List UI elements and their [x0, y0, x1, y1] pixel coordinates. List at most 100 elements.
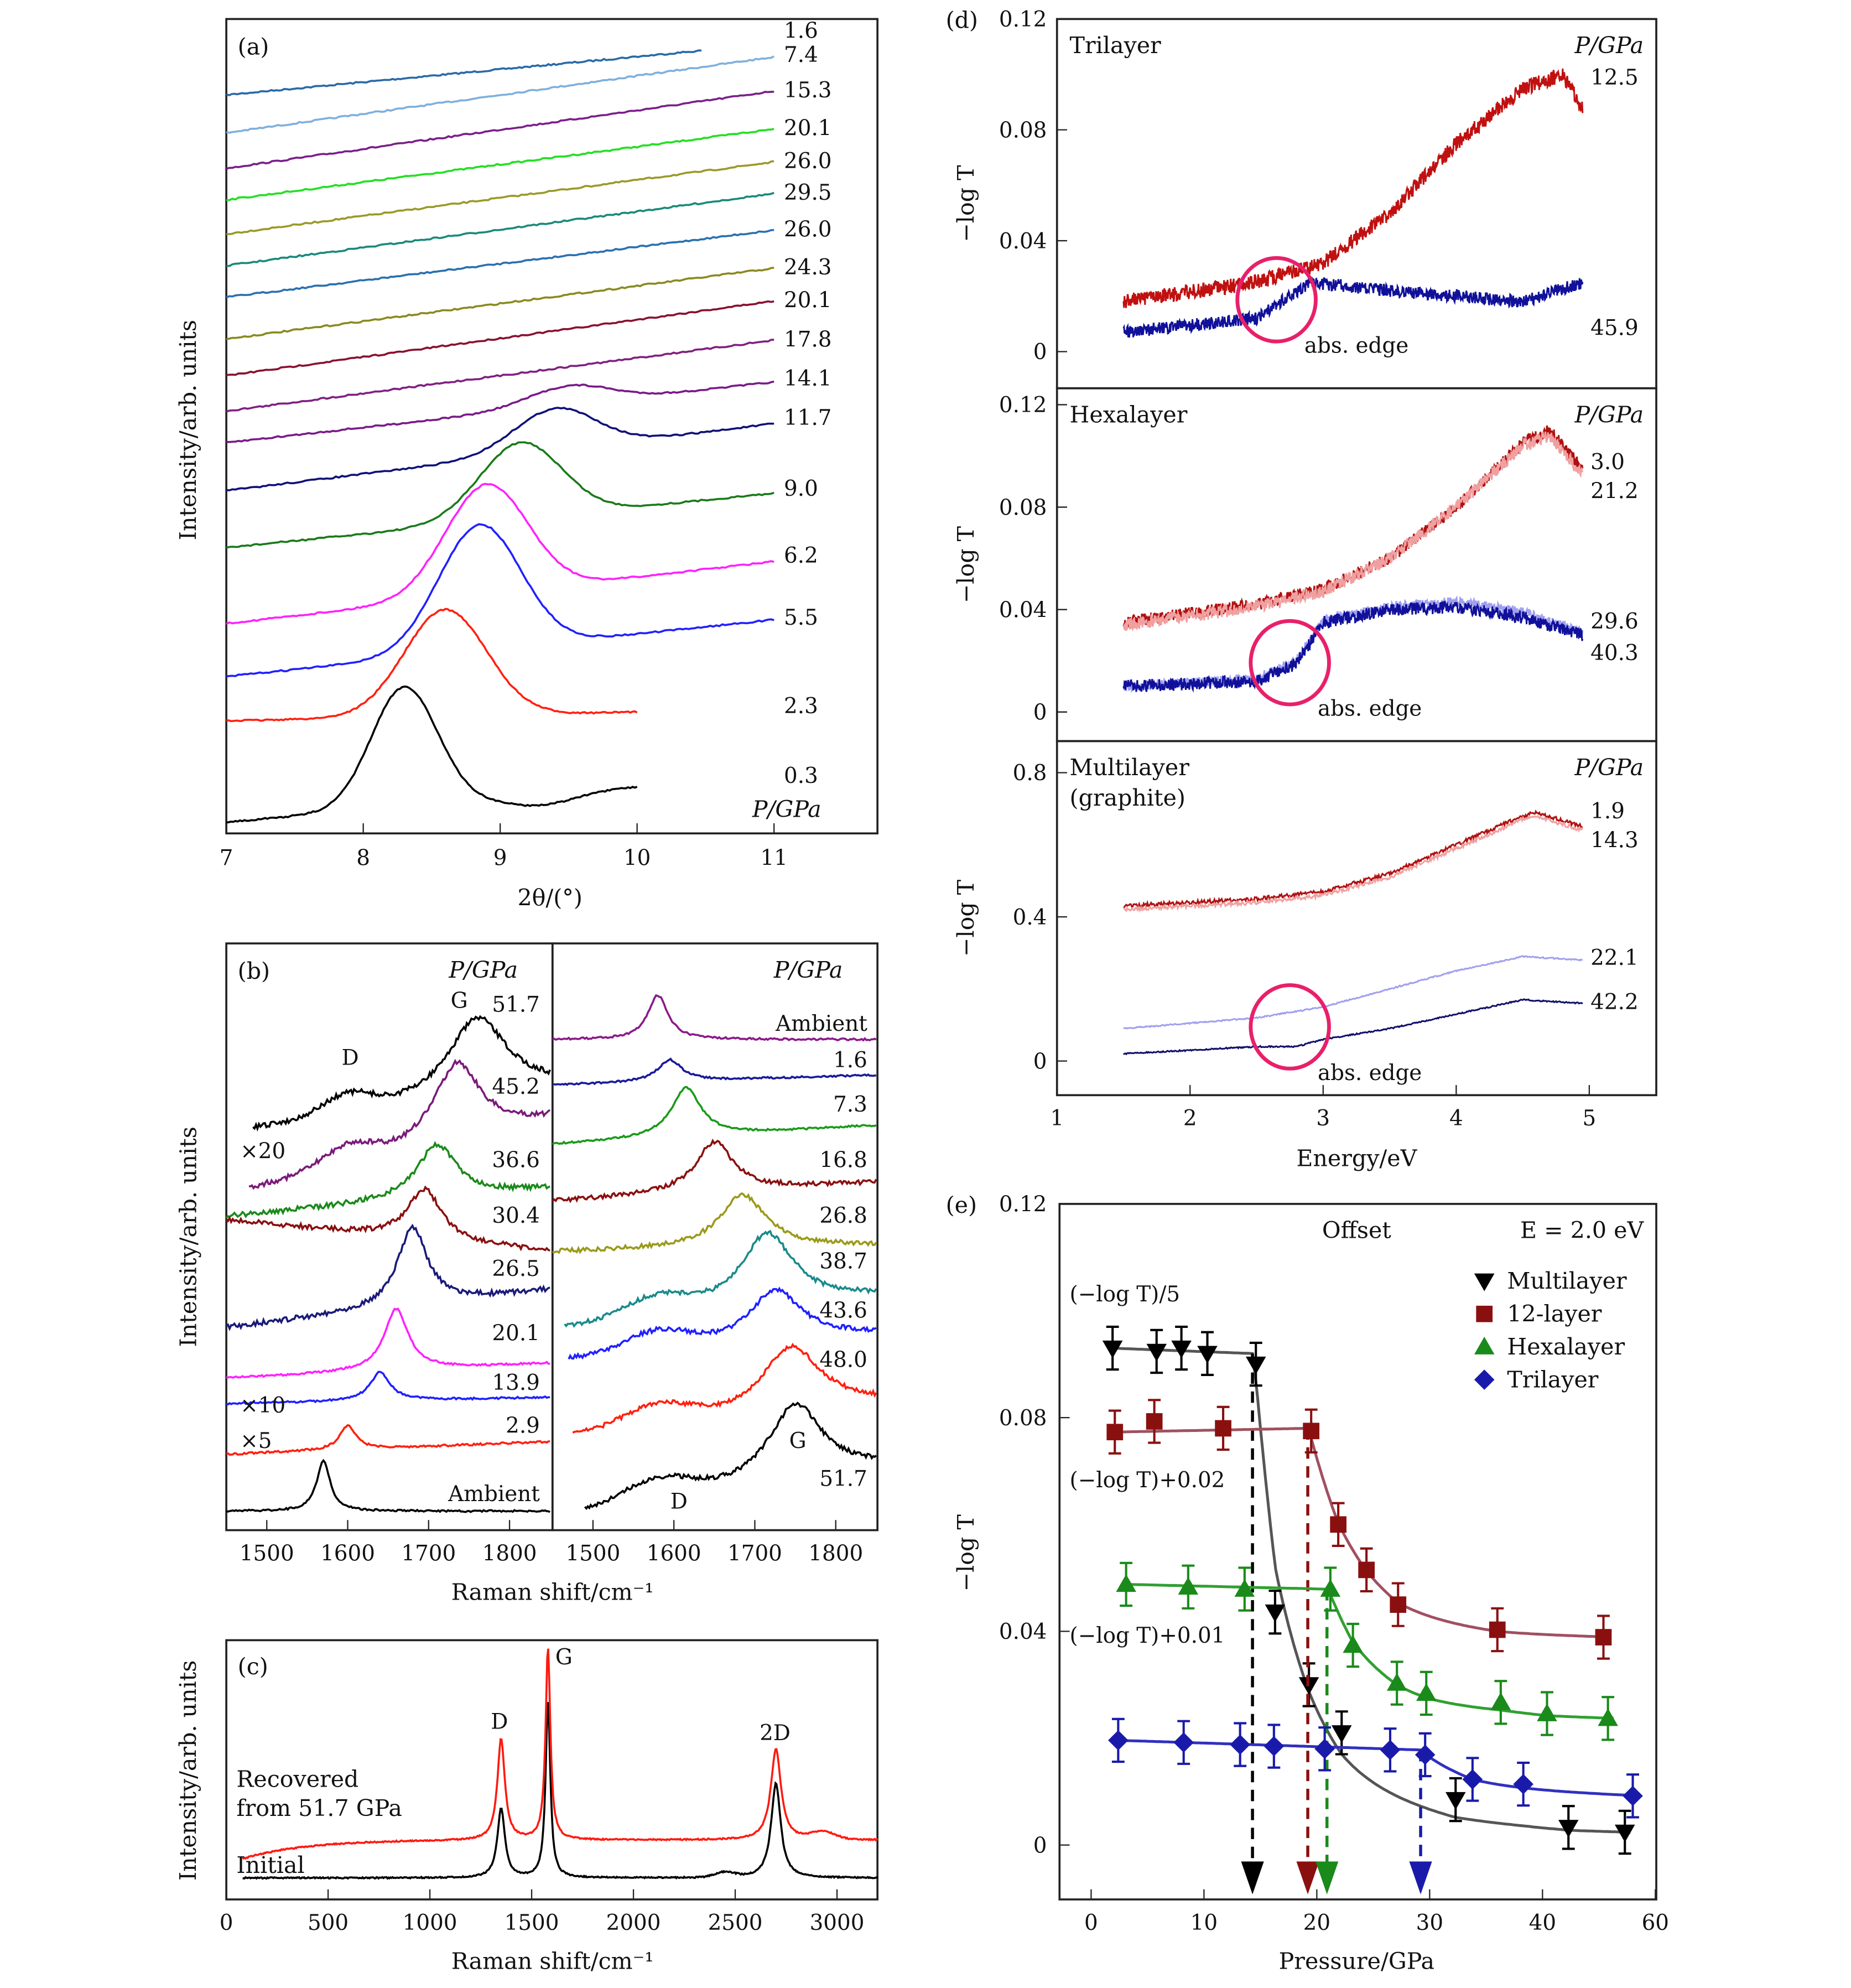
data-point-Trilayer [1108, 1730, 1129, 1751]
pressure-label: 16.8 [819, 1148, 867, 1173]
pressure-label: 15.3 [784, 78, 832, 103]
xrd-curve-26.0 [226, 229, 774, 299]
x-tick-label: 2000 [606, 1911, 661, 1935]
xrd-curve-20.1 [226, 128, 774, 201]
scale-x10-label: ×10 [240, 1393, 285, 1418]
data-point-Hexalayer [1598, 1708, 1618, 1726]
data-point-Hexalayer [1178, 1576, 1199, 1595]
y-tick-label: 0.04 [999, 1620, 1047, 1644]
data-point-Trilayer [1462, 1769, 1483, 1790]
legend-label-Multilayer: Multilayer [1507, 1268, 1627, 1294]
data-point-Trilayer [1380, 1740, 1401, 1761]
raman-curve-right-26.8 [552, 1192, 877, 1254]
data-point-Multilayer [1445, 1792, 1466, 1810]
xrd-curve-20.1 [226, 300, 774, 376]
raman-curve-right-7.3 [552, 1086, 877, 1145]
pressure-label: 17.8 [784, 327, 832, 352]
raman-curve-right-38.7 [564, 1229, 877, 1328]
pressure-label: 36.6 [492, 1148, 540, 1173]
pressure-label: 29.6 [1590, 609, 1638, 634]
x-tick-label: 3000 [810, 1911, 865, 1935]
legend-title-right: P/GPa [773, 957, 843, 983]
pressure-label: 7.4 [784, 43, 818, 68]
x-tick-label: 11 [760, 845, 787, 870]
panel-a: (a) 7 8 9 10 11 2θ/(°) Intensity/arb. units 1.67… [175, 18, 878, 911]
y-axis-label: −log T [953, 526, 979, 603]
x-tick-label: 4 [1449, 1106, 1463, 1131]
x-tick-label: 40 [1529, 1911, 1556, 1935]
peak-label-D: D [491, 1709, 508, 1734]
raman-curve-left-20.1 [226, 1307, 550, 1379]
pressure-label: 40.3 [1590, 641, 1638, 666]
subplot-title: (graphite) [1070, 785, 1186, 811]
legend-marker-Trilayer [1474, 1369, 1495, 1390]
data-point-Trilayer [1513, 1774, 1533, 1794]
x-tick-label: 2500 [708, 1911, 763, 1935]
x-tick-label: 30 [1416, 1911, 1443, 1935]
subplot-title: Multilayer [1070, 754, 1190, 781]
absorption-spectrum-12.5 [1122, 68, 1584, 308]
panel-c-frame [225, 1639, 878, 1901]
g-band-label: G [789, 1429, 807, 1454]
xrd-curve-5.5 [226, 523, 774, 678]
pressure-label: 26.8 [819, 1203, 867, 1228]
pressure-label: 1.9 [1590, 799, 1625, 824]
raman-curve-left-36.6 [225, 1140, 551, 1219]
panel-b: (b) 1500 1600 1700 1800 1500 1600 1700 1800 Raman… [175, 942, 878, 1605]
absorption-edge-circle [1235, 256, 1318, 344]
y-tick-label: 0.04 [999, 229, 1047, 254]
legend-label-Trilayer: Trilayer [1507, 1366, 1598, 1393]
xrd-curve-26.0 [226, 160, 774, 235]
legend-title-left: P/GPa [448, 957, 518, 983]
pressure-label: 1.6 [833, 1048, 867, 1073]
y-tick-label: 0.08 [999, 495, 1047, 520]
x-tick-label: 1800 [482, 1541, 537, 1566]
pressure-label: 26.5 [492, 1257, 540, 1281]
pressure-label: 13.9 [492, 1371, 540, 1395]
pressure-label: 22.1 [1590, 946, 1638, 970]
pressure-label: 6.2 [784, 543, 818, 568]
data-point-Hexalayer [1416, 1683, 1437, 1701]
raman-curve-right-1.6 [552, 1057, 877, 1086]
data-point-Multilayer [1265, 1604, 1286, 1622]
data-point-Multilayer [1171, 1340, 1192, 1358]
xrd-curve-14.1 [226, 380, 774, 443]
data-point-Hexalayer [1234, 1579, 1255, 1597]
x-tick-label: 7 [220, 845, 233, 870]
y-axis-label: Intensity/arb. units [175, 320, 201, 540]
panel-label: (a) [238, 33, 269, 60]
data-point-Hexalayer [1116, 1574, 1136, 1592]
x-axis-label: Raman shift/cm⁻¹ [451, 1579, 654, 1605]
fit-curve-Multilayer [1112, 1347, 1631, 1834]
pressure-label: 26.0 [784, 217, 832, 242]
legend-title: P/GPa [752, 796, 821, 823]
pressure-label: 20.1 [784, 116, 832, 141]
data-point-Trilayer [1264, 1736, 1285, 1757]
abs-edge-label: abs. edge [1318, 697, 1422, 722]
data-point-Trilayer [1173, 1732, 1194, 1753]
panel-e: (e) 0 10 20 30 40 60 0 0.04 0.08 0.12 Pressure/GPa −… [946, 1192, 1669, 1975]
abs-edge-label: abs. edge [1304, 334, 1408, 359]
offset-label: (−log T)+0.01 [1070, 1623, 1225, 1648]
offset-title: Offset [1322, 1217, 1391, 1244]
transition-arrow-icon [1241, 1861, 1264, 1894]
raman-curve-left-51.7 [252, 1015, 551, 1132]
pressure-label: 20.1 [784, 288, 832, 313]
raman-curve-right-48.0 [572, 1342, 877, 1434]
x-tick-label: 3 [1316, 1106, 1330, 1131]
x-axis-label: Energy/eV [1296, 1145, 1417, 1171]
x-tick-label: 20 [1303, 1911, 1330, 1935]
panel-d-subplot-frame [1056, 740, 1657, 1097]
y-tick-label: 0 [1033, 700, 1047, 725]
abs-edge-label: abs. edge [1318, 1061, 1422, 1086]
pressure-label: Ambient [775, 1011, 867, 1036]
y-tick-label: 0 [1033, 1833, 1047, 1858]
scale-x5-label: ×5 [240, 1429, 272, 1454]
pressure-label: 48.0 [819, 1348, 867, 1373]
energy-title: E = 2.0 eV [1520, 1217, 1644, 1244]
x-tick-label: 1500 [240, 1541, 294, 1566]
panel-d: (d) 0 0.04 0.08 0.12 −log T Trilayer P/GPa 12.5 4… [946, 7, 1657, 1171]
fit-curve-Hexalayer [1126, 1582, 1614, 1720]
y-axis-label: −log T [953, 879, 979, 957]
raman-curve-right-51.7 [584, 1402, 877, 1511]
